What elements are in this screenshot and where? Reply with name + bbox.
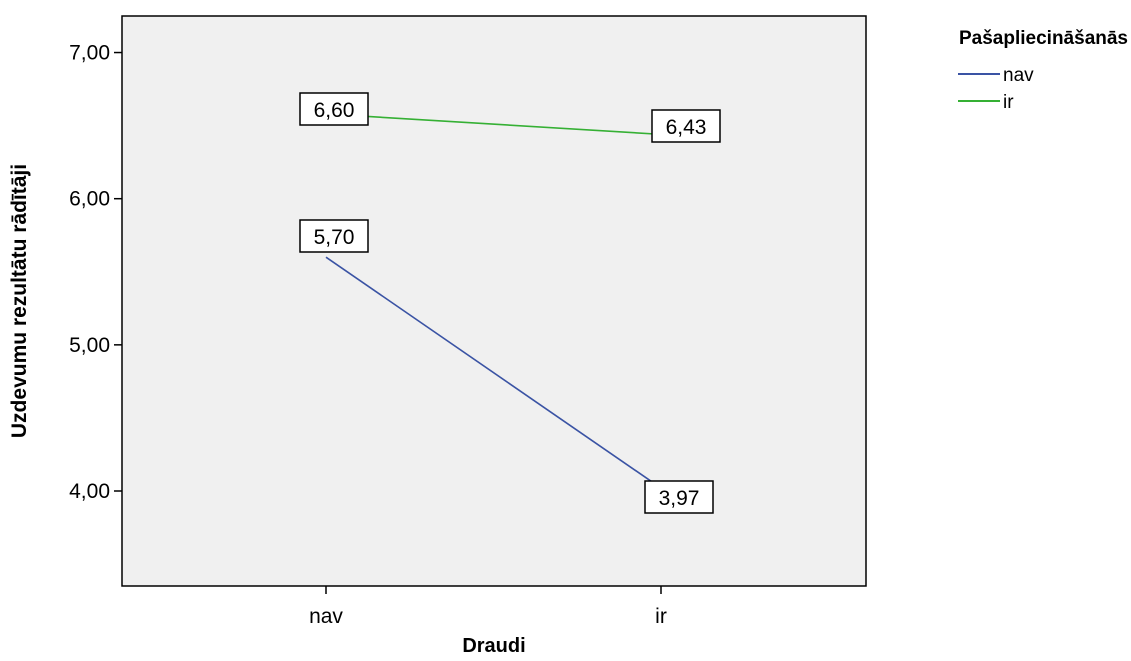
series-line-ir [325,113,662,136]
series-line-nav [325,256,662,489]
y-tick-label: 6,00 [69,188,110,211]
data-label-box [299,219,369,253]
y-tick-label: 4,00 [69,480,110,503]
y-tick-label: 5,00 [69,334,110,357]
x-axis-title: Draudi [462,635,525,657]
plot-area [121,15,867,587]
series-layer [325,113,662,489]
data-label-text: 6,60 [314,99,355,122]
data-label: 6,60 [299,92,369,126]
data-label: 6,43 [651,109,721,143]
data-label: 5,70 [299,219,369,253]
legend-title: Pašapliecināšanās [959,28,1128,49]
data-label-text: 5,70 [314,226,355,249]
data-labels: 5,70 3,97 6,60 6,43 [299,92,721,514]
legend: Pašapliecināšanās nav ir [958,28,1128,113]
data-label-box [644,480,714,514]
data-label-box [299,92,369,126]
x-tick-label: nav [309,605,343,628]
data-label-text: 3,97 [659,487,700,510]
x-tick-label: ir [655,605,667,628]
data-label-box [651,109,721,143]
legend-label-nav: nav [1003,65,1034,86]
legend-label-ir: ir [1003,92,1014,113]
data-label: 3,97 [644,480,714,514]
y-axis: 4,00 5,00 6,00 7,00 [69,42,122,503]
y-axis-title: Uzdevumu rezultātu rādītāji [8,164,31,438]
y-tick-label: 7,00 [69,42,110,65]
x-axis: nav ir [309,586,667,628]
data-label-text: 6,43 [666,116,707,139]
